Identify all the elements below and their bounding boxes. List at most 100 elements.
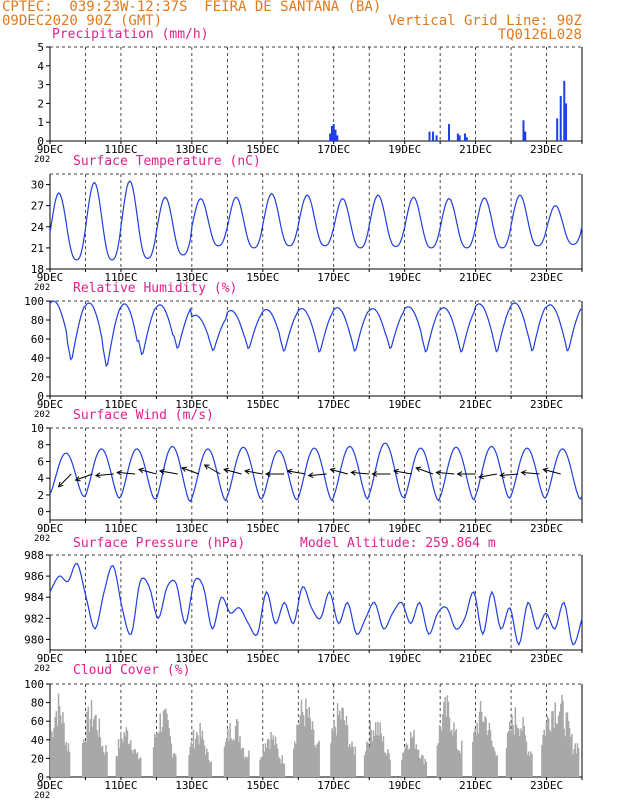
- cloud-bar: [510, 730, 512, 777]
- cloud-bar: [352, 746, 354, 777]
- cloud-bar: [418, 757, 421, 777]
- cloud-bar: [50, 740, 52, 777]
- cloud-bar: [273, 745, 276, 777]
- cloud-y-tick-label: 100: [24, 678, 44, 691]
- cloud-bar: [64, 744, 66, 777]
- cloud-bar: [485, 718, 487, 777]
- cloud-bar: [353, 754, 355, 777]
- wind-arrow-shaft: [330, 468, 349, 475]
- precip-x-tick-label: 21DEC: [459, 143, 492, 156]
- cloud-bar: [120, 732, 122, 777]
- cloud-bar: [341, 707, 343, 777]
- cloud-bar: [316, 744, 318, 777]
- precip-y-tick-label: 4: [37, 60, 44, 73]
- cloud-bar: [442, 714, 444, 777]
- cloud-bar: [207, 752, 209, 777]
- cloud-bar: [126, 730, 129, 777]
- cloud-bar: [574, 743, 576, 777]
- pres-x-tick-label: 17DEC: [317, 652, 350, 665]
- pres-y-tick-label: 988: [24, 549, 44, 562]
- cloud-bar: [248, 750, 250, 777]
- cloud-bar: [421, 754, 423, 777]
- cloud-bar: [312, 729, 315, 777]
- wind-arrow-shaft: [436, 471, 455, 475]
- cloud-bar: [565, 712, 568, 777]
- cloud-bar: [282, 763, 285, 777]
- cloud-bar: [55, 711, 58, 777]
- cloud-bar: [95, 714, 97, 777]
- cloud-bar: [474, 728, 476, 777]
- precip-bar: [448, 124, 450, 141]
- precip-bar: [556, 118, 559, 141]
- wind-arrow-shaft: [479, 473, 497, 478]
- precip-bar: [330, 125, 333, 141]
- cloud-bar: [447, 701, 450, 777]
- precip-bar: [336, 135, 339, 141]
- cloud-bar: [566, 712, 569, 777]
- precip-bar: [563, 80, 566, 141]
- precip-bar: [334, 129, 337, 141]
- cloud-bar: [155, 736, 157, 777]
- cloud-bar: [68, 752, 71, 777]
- wind-arrow-shaft: [415, 467, 434, 475]
- cloud-bar: [197, 735, 199, 777]
- wind-arrow-head: [158, 468, 165, 475]
- cloud-bar: [162, 710, 165, 777]
- cloud-bar: [295, 744, 297, 777]
- cloud-bar: [351, 741, 353, 777]
- precip-bar: [463, 133, 466, 141]
- cloud-bar: [269, 748, 271, 777]
- cloud-bar: [191, 747, 194, 777]
- cloud-bar: [517, 728, 520, 777]
- cloud-bar: [438, 725, 441, 777]
- precip-bar: [432, 131, 435, 141]
- wind-arrow-head: [244, 468, 250, 475]
- wind-x-tick-label: 17DEC: [317, 522, 350, 535]
- cloud-bar: [381, 741, 384, 777]
- cloud-bar: [259, 760, 261, 777]
- wind-x-tick-label: 21DEC: [459, 522, 492, 535]
- wind-year-label: 202: [34, 534, 50, 544]
- cloud-bar: [190, 741, 193, 777]
- cloud-bar: [449, 731, 452, 777]
- cloud-bar: [276, 748, 279, 777]
- wind-arrow-head: [520, 469, 527, 476]
- cloud-bar: [172, 753, 175, 777]
- wind-arrow-shaft: [351, 471, 370, 475]
- cloud-bar: [188, 755, 190, 777]
- cloud-bar: [441, 730, 443, 777]
- precip-x-tick-label: 9DEC: [37, 143, 64, 156]
- cloud-bar: [366, 741, 368, 777]
- cloud-bar: [168, 728, 170, 777]
- cloud-bar: [339, 710, 341, 777]
- cloud-bar: [87, 706, 89, 777]
- cloud-bar: [204, 754, 207, 777]
- cloud-bar: [406, 744, 409, 777]
- cloud-bar: [90, 699, 93, 777]
- wind-arrow-shaft: [543, 468, 561, 475]
- cloud-bar: [67, 743, 70, 777]
- cloud-bar: [425, 761, 428, 777]
- wind-arrow-head: [350, 469, 357, 476]
- cloud-bar: [388, 753, 390, 777]
- cloud-bar: [330, 743, 332, 777]
- pres-x-tick-label: 21DEC: [459, 652, 492, 665]
- precip-x-tick-label: 17DEC: [317, 143, 350, 156]
- temp-x-tick-label: 19DEC: [388, 271, 421, 284]
- cloud-bar: [89, 719, 92, 777]
- cloud-bar: [472, 741, 474, 777]
- pres-x-tick-label: 15DEC: [246, 652, 279, 665]
- cloud-bar: [473, 732, 475, 777]
- cloud-bar: [544, 735, 547, 777]
- cloud-bar: [405, 743, 408, 777]
- cloud-bar: [573, 749, 575, 777]
- wind-arrow-head: [435, 469, 442, 476]
- cloud-bar: [301, 711, 304, 777]
- cloud-x-tick-label: 11DEC: [104, 779, 137, 792]
- cloud-bar: [376, 735, 378, 777]
- pres-y-tick-label: 984: [24, 591, 44, 604]
- wind-x-tick-label: 23DEC: [530, 522, 563, 535]
- cloud-bar: [520, 728, 522, 777]
- cloud-bar: [525, 741, 528, 777]
- wind-arrow-shaft: [308, 473, 327, 477]
